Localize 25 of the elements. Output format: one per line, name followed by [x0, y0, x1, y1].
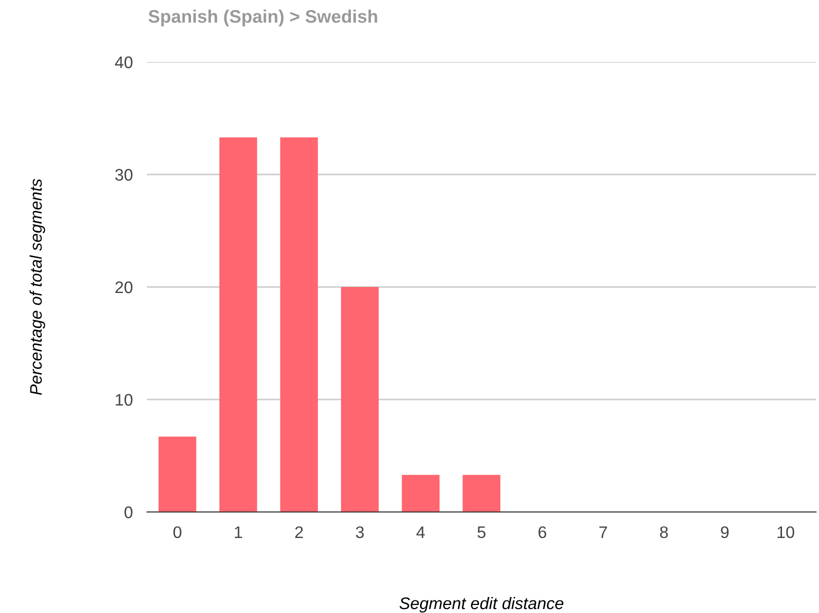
- y-axis-title: Percentage of total segments: [30, 178, 46, 395]
- y-tick-label: 40: [114, 56, 132, 68]
- chart-title: Spanish (Spain) > Swedish: [148, 10, 378, 26]
- x-tick-label: 2: [295, 526, 303, 538]
- bar: [341, 287, 379, 512]
- x-tick-label: 5: [478, 526, 486, 538]
- bar: [462, 474, 500, 512]
- bar: [280, 137, 318, 512]
- bar: [402, 474, 440, 512]
- x-tick-label: 4: [416, 526, 425, 538]
- x-tick-label: 10: [778, 526, 794, 538]
- y-tick-label: 10: [116, 394, 132, 406]
- bar: [158, 436, 196, 512]
- y-tick-label: 20: [115, 281, 132, 294]
- x-tick-label: 7: [599, 526, 607, 538]
- x-tick-label: 8: [660, 526, 668, 538]
- x-tick-label: 3: [356, 526, 364, 538]
- x-tick-label: 1: [234, 526, 242, 538]
- y-tick-label: 0: [124, 506, 132, 518]
- x-tick-label: 0: [173, 526, 182, 538]
- y-tick-label: 30: [115, 168, 132, 181]
- x-tick-label: 6: [538, 526, 546, 538]
- bar: [219, 137, 258, 512]
- x-axis-title: Segment edit distance: [400, 596, 564, 613]
- x-tick-label: 9: [720, 526, 729, 538]
